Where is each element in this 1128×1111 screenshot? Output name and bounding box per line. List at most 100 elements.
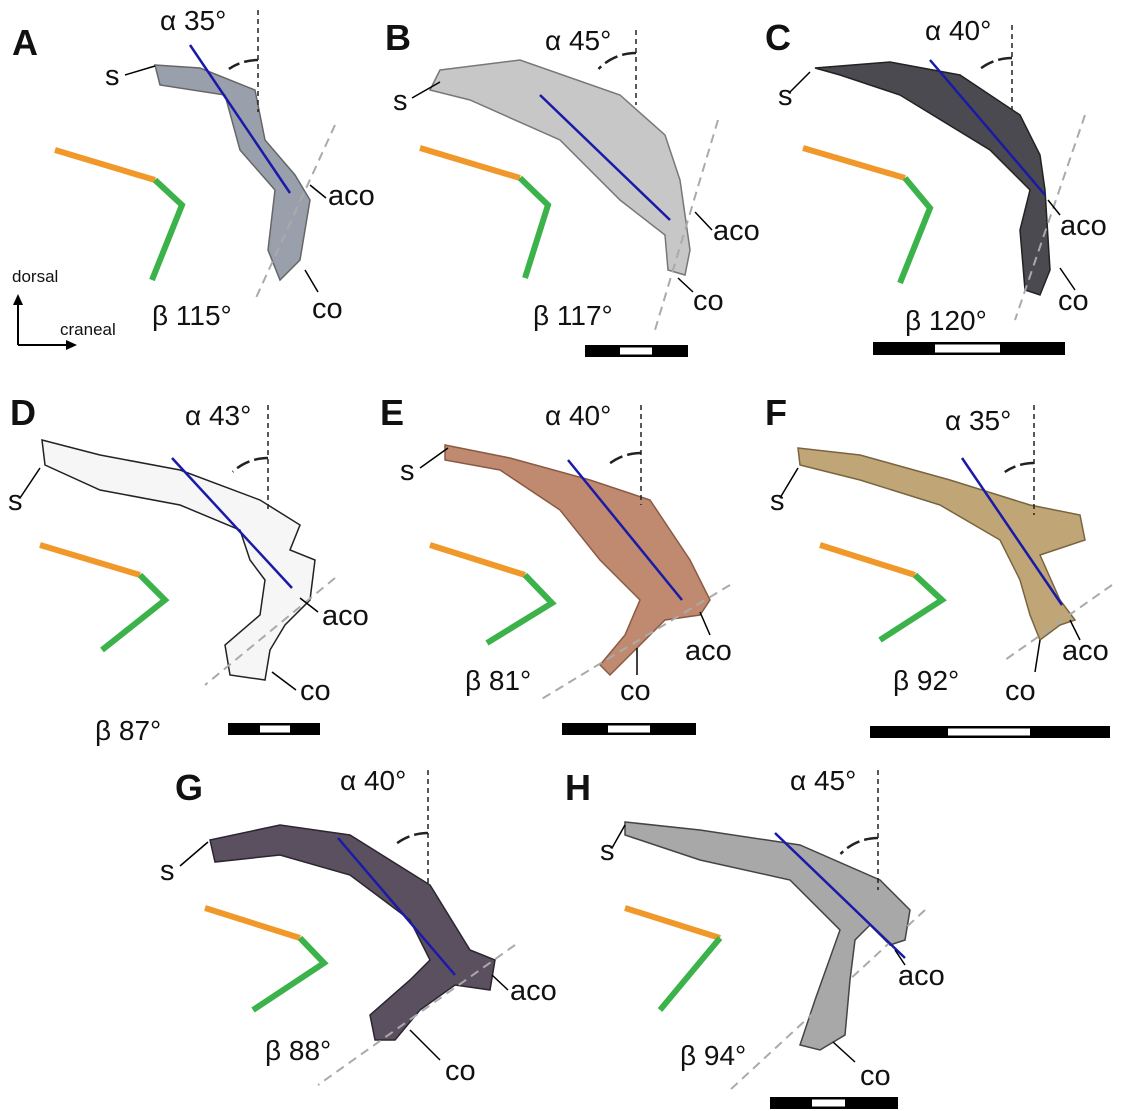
label-co: co (1005, 675, 1036, 707)
dorsal-label: dorsal (12, 267, 58, 286)
arrow-head (66, 340, 77, 350)
label-co: co (620, 675, 651, 707)
leader-line (790, 72, 810, 92)
label-s: s (8, 485, 23, 517)
leader-line (310, 185, 326, 198)
scale-bar-gap (608, 726, 650, 733)
beta-axis (318, 945, 515, 1085)
panel-letter: B (385, 17, 411, 58)
leader-line (305, 270, 318, 292)
alpha-axis (930, 60, 1045, 195)
green-segment (152, 180, 182, 280)
beta-label: β 87° (95, 715, 161, 746)
green-segment (520, 178, 548, 278)
label-s: s (400, 455, 415, 487)
leader-line (695, 212, 712, 230)
leader-line (1048, 200, 1060, 215)
orange-segment (803, 148, 905, 178)
orange-segment (420, 148, 520, 178)
label-co: co (300, 675, 331, 707)
alpha-axis (190, 45, 290, 193)
leader-line (20, 468, 40, 498)
beta-label: β 117° (533, 300, 613, 331)
leader-line (410, 1030, 440, 1060)
alpha-arc (394, 833, 428, 845)
panel-letter: G (175, 767, 203, 808)
label-co: co (312, 293, 343, 325)
panel-letter: H (565, 767, 591, 808)
alpha-arc (1005, 463, 1034, 472)
orange-segment (205, 908, 300, 938)
alpha-label: α 45° (790, 765, 856, 796)
leader-line (420, 448, 448, 468)
green-segment (900, 178, 930, 283)
leader-line (272, 672, 296, 690)
alpha-arc (233, 458, 268, 472)
green-segment (660, 938, 720, 1010)
bone (155, 65, 310, 280)
label-aco: aco (685, 635, 732, 667)
leader-line (125, 66, 155, 75)
label-s: s (160, 855, 175, 887)
panel-letter: A (12, 22, 38, 63)
arrow-head (13, 294, 23, 305)
orange-segment (40, 545, 140, 575)
bone (798, 448, 1085, 640)
label-co: co (445, 1055, 476, 1087)
panel-letter: E (380, 392, 404, 433)
label-co: co (1058, 285, 1089, 317)
leader-line (180, 842, 208, 866)
bone (625, 822, 910, 1050)
label-aco: aco (713, 215, 760, 247)
alpha-label: α 40° (545, 400, 611, 431)
alpha-label: α 35° (160, 5, 226, 36)
alpha-label: α 40° (925, 15, 991, 46)
alpha-label: α 45° (545, 25, 611, 56)
label-s: s (105, 60, 120, 92)
beta-label: β 120° (905, 305, 987, 336)
green-segment (487, 575, 552, 643)
label-aco: aco (1060, 210, 1107, 242)
label-aco: aco (322, 600, 369, 632)
panel: Cα 40°β 120°sacoco (765, 15, 1107, 355)
beta-label: β 115° (152, 300, 232, 331)
label-co: co (693, 285, 724, 317)
beta-label: β 81° (465, 665, 531, 696)
orange-segment (820, 545, 915, 575)
beta-label: β 94° (680, 1040, 746, 1071)
label-s: s (393, 85, 408, 117)
alpha-label: α 43° (185, 400, 251, 431)
orange-segment (430, 545, 525, 575)
leader-line (833, 1042, 855, 1062)
scale-bar-gap (260, 726, 290, 733)
label-s: s (600, 835, 615, 867)
alpha-arc (229, 60, 258, 69)
label-aco: aco (898, 960, 945, 992)
alpha-arc (608, 453, 641, 465)
label-s: s (778, 80, 793, 112)
leader-line (700, 612, 710, 635)
label-aco: aco (510, 975, 557, 1007)
scale-bar-gap (948, 729, 1030, 736)
label-s: s (770, 485, 785, 517)
green-segment (253, 938, 324, 1010)
label-co: co (860, 1060, 891, 1092)
alpha-label: α 35° (945, 405, 1011, 436)
leader-line (678, 278, 693, 292)
alpha-label: α 40° (340, 765, 406, 796)
orientation-key: dorsal craneal (12, 267, 116, 350)
panel-letter: D (10, 392, 36, 433)
scale-bar-gap (935, 345, 1000, 353)
craneal-label: craneal (60, 320, 116, 339)
figure: dorsal craneal Aα 35° β 115° s aco co Bα 45° β… (0, 0, 1128, 1111)
orange-segment (625, 908, 720, 938)
green-segment (102, 575, 165, 650)
leader-line (1035, 640, 1040, 672)
bone (815, 62, 1050, 295)
